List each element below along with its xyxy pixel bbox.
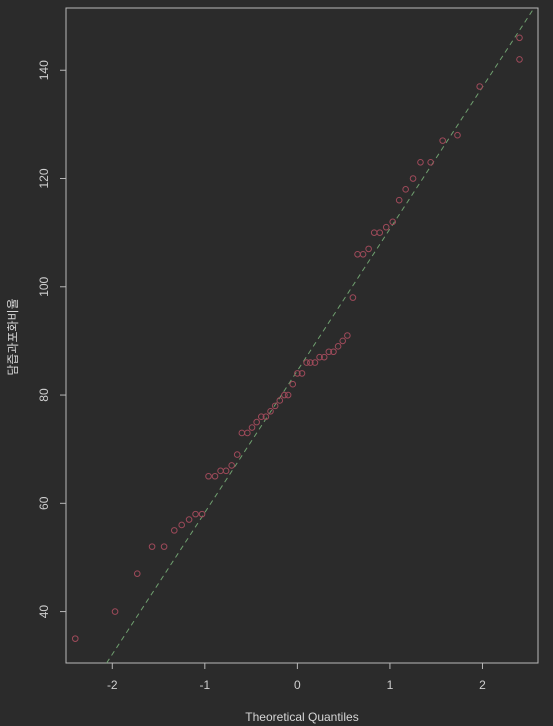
data-point (454, 131, 461, 139)
data-point (376, 229, 384, 236)
data-point (427, 158, 434, 166)
data-point (339, 337, 347, 345)
data-point (262, 413, 270, 420)
data-point (271, 402, 279, 410)
data-point (248, 424, 256, 431)
data-point (476, 83, 483, 90)
data-point (303, 359, 310, 366)
data-point (170, 527, 178, 534)
y-tick-label: 140 (37, 60, 51, 80)
data-point (294, 370, 301, 377)
data-point (281, 391, 288, 399)
y-tick-label: 80 (37, 388, 51, 402)
x-tick-label: 0 (294, 678, 301, 692)
data-point (198, 510, 206, 518)
data-point (71, 635, 79, 642)
data-point (325, 348, 333, 356)
data-point (307, 359, 314, 366)
data-point (316, 353, 323, 361)
data-point (276, 397, 284, 404)
data-point (160, 543, 168, 550)
data-point (211, 472, 219, 480)
data-point (205, 472, 212, 480)
data-point (244, 429, 251, 437)
data-point (111, 608, 119, 615)
data-point (178, 521, 185, 529)
data-point (382, 223, 390, 231)
data-point (334, 343, 342, 350)
x-axis-title: Theoretical Quantiles (245, 710, 358, 724)
y-tick-label: 60 (37, 496, 51, 510)
data-point (389, 218, 396, 226)
data-point (409, 175, 417, 182)
data-point (133, 570, 141, 577)
data-point (516, 56, 523, 63)
data-point (330, 348, 337, 356)
data-point (192, 510, 199, 518)
data-point (417, 158, 424, 166)
data-point (402, 186, 409, 193)
data-point (311, 359, 319, 366)
data-point (233, 451, 241, 458)
y-axis-title: 담즙과포화비율 (6, 298, 20, 375)
data-point (257, 413, 265, 420)
data-point (148, 543, 156, 550)
data-point (185, 516, 193, 523)
data-point (253, 418, 260, 426)
data-point (289, 380, 297, 388)
data-point (516, 34, 523, 42)
data-point (439, 137, 446, 144)
plot-frame (65, 7, 539, 664)
reference-line (106, 7, 535, 664)
data-point (284, 391, 292, 399)
data-point (222, 467, 230, 475)
data-point (228, 462, 235, 469)
data-point (349, 294, 357, 301)
x-tick-label: 1 (387, 678, 394, 692)
data-point (298, 370, 306, 377)
y-tick-label: 100 (37, 276, 51, 296)
y-tick-label: 40 (37, 605, 51, 619)
data-point (320, 353, 328, 361)
x-tick-label: -1 (199, 678, 210, 692)
x-tick-label: 2 (479, 678, 486, 692)
data-point (344, 332, 351, 339)
y-tick-label: 120 (37, 168, 51, 188)
data-point (365, 245, 372, 253)
x-tick-label: -2 (107, 678, 118, 692)
data-point (395, 196, 403, 204)
data-point (359, 251, 367, 258)
data-point (267, 407, 274, 415)
